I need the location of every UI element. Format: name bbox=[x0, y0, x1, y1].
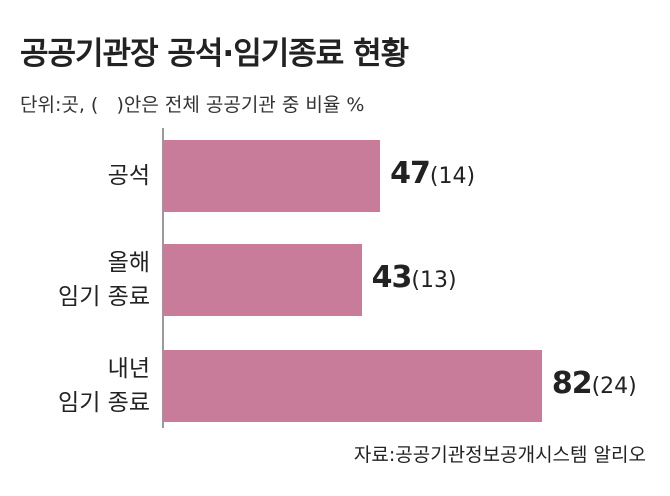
bar bbox=[163, 350, 542, 422]
value-label: 82 bbox=[551, 366, 593, 401]
chart-title: 공공기관장 공석·임기종료 현황 bbox=[20, 36, 409, 72]
category-label: 올해 임기 종료 bbox=[58, 250, 150, 310]
bar bbox=[163, 140, 381, 212]
source-note: 자료:공공기관정보공개시스템 알리오 bbox=[353, 444, 646, 466]
value-label-group: 82(24) bbox=[552, 366, 637, 401]
share-label: (13) bbox=[411, 268, 457, 293]
share-label: (14) bbox=[429, 164, 476, 189]
category-label: 내년 임기 종료 bbox=[58, 356, 150, 416]
category-label: 공석 bbox=[107, 163, 150, 189]
value-label-group: 47(14) bbox=[390, 156, 475, 191]
value-label: 47 bbox=[390, 156, 431, 191]
value-label: 43 bbox=[371, 260, 413, 295]
value-label-group: 43(13) bbox=[372, 260, 457, 295]
bar bbox=[163, 244, 362, 316]
share-label: (24) bbox=[591, 374, 637, 399]
chart-subtitle: 단위:곳, ( )안은 전체 공공기관 중 비율 % bbox=[20, 94, 365, 116]
